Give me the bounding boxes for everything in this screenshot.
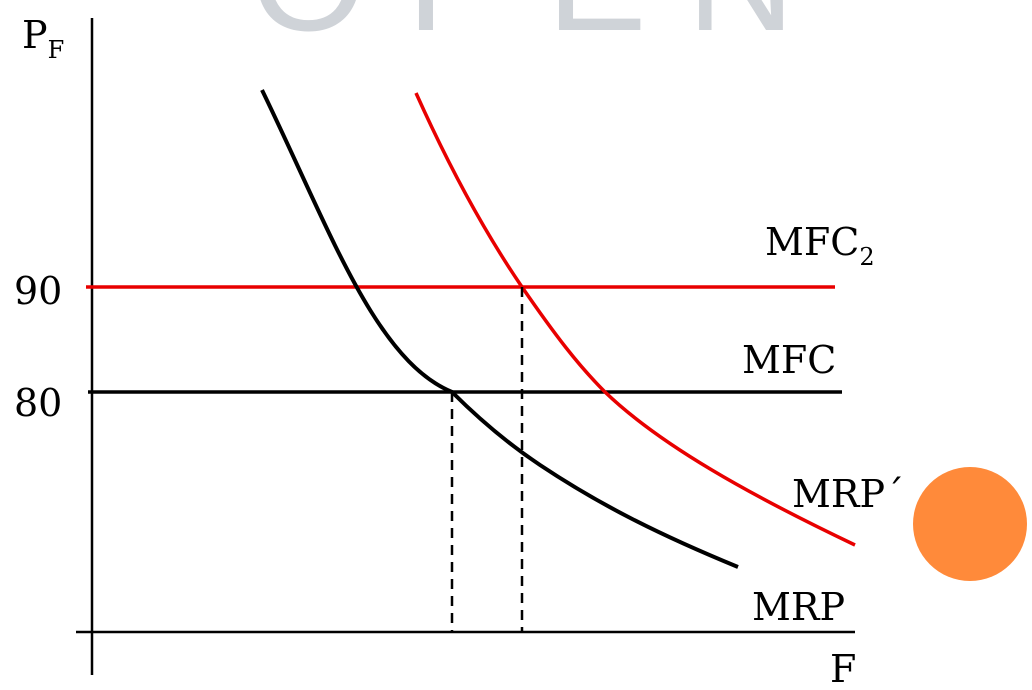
orange-dot-icon [913, 467, 1027, 581]
mrp-label: MRP [752, 585, 845, 629]
mrp-curve [260, 89, 739, 569]
mfc2-label: MFC2 [765, 220, 875, 271]
watermark-text: OPEN [250, 0, 835, 62]
tick-label-80: 80 [14, 381, 62, 425]
tick-label-90: 90 [14, 269, 62, 313]
mrp-prime-curve [414, 92, 856, 547]
y-axis-label: PF [22, 13, 64, 64]
mrp-prime-label: MRP´ [792, 472, 904, 516]
mfc-label: MFC [742, 338, 836, 382]
x-axis-label: F [830, 647, 856, 690]
